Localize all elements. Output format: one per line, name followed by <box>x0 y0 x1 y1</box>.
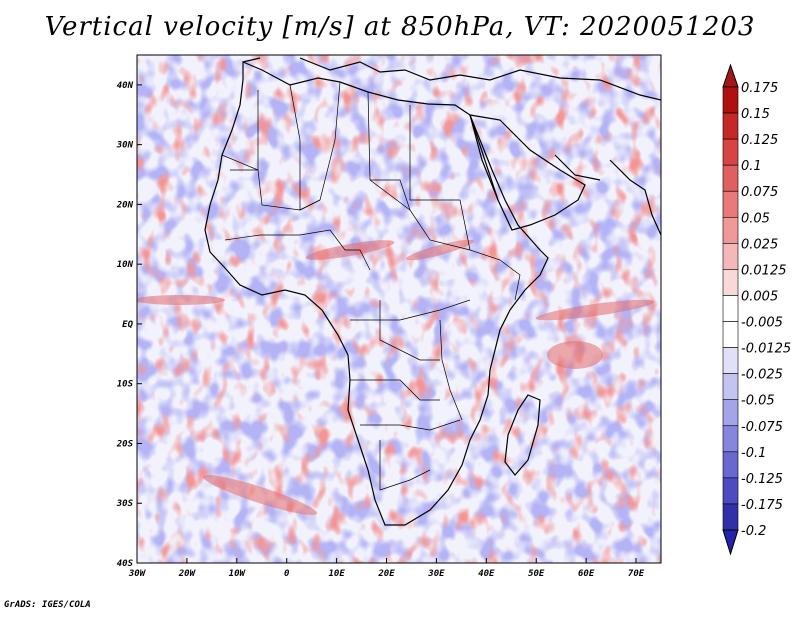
colorbar-label: -0.005 <box>741 316 783 331</box>
colorbar-swatch <box>722 138 739 166</box>
colorbar-swatch <box>722 86 739 114</box>
colorbar-label: -0.125 <box>741 472 783 487</box>
colorbar-label: 0.025 <box>741 237 778 252</box>
lon-label: 10E <box>328 569 345 579</box>
lat-label: 20N <box>116 200 134 210</box>
colorbar-swatch <box>722 451 739 479</box>
colorbar-label: -0.025 <box>741 368 783 383</box>
colorbar-label: 0.0125 <box>741 263 787 278</box>
colorbar-swatch <box>722 216 739 244</box>
lon-label: 10W <box>229 569 247 579</box>
lon-label: 30E <box>427 569 445 579</box>
lon-label: 40E <box>478 569 495 579</box>
grads-credit: GrADS: IGES/COLA <box>4 600 91 610</box>
lat-label: 40S <box>117 559 134 569</box>
lat-label: EQ <box>122 320 133 330</box>
lat-label: 10N <box>117 260 134 270</box>
lat-label: 20S <box>116 439 134 449</box>
chart-title: Vertical velocity [m/s] at 850hPa, VT: 2… <box>44 12 756 42</box>
colorbar: 0.175 0.15 0.125 0.1 0.075 0.05 0.025 0.0125 0.0… <box>722 63 791 556</box>
colorbar-swatch <box>722 399 739 427</box>
colorbar-label: -0.175 <box>741 498 783 513</box>
colorbar-swatch <box>722 477 739 505</box>
coastlines <box>204 57 661 526</box>
lon-label: 30W <box>128 569 147 579</box>
colorbar-swatch <box>722 347 739 374</box>
colorbar-swatch <box>722 321 739 348</box>
lat-label: 40N <box>117 81 134 91</box>
colorbar-label: 0.075 <box>741 185 778 200</box>
colorbar-swatch <box>722 164 739 192</box>
country-borders <box>221 81 521 491</box>
colorbar-label: 0.175 <box>741 81 778 96</box>
colorbar-label: 0.05 <box>741 211 770 226</box>
lat-label: 10S <box>117 380 134 390</box>
colorbar-label: -0.075 <box>741 420 783 435</box>
lon-label: 0 <box>284 569 290 579</box>
plot-frame <box>136 54 662 564</box>
vertical-velocity-field <box>137 55 661 563</box>
colorbar-label: -0.0125 <box>741 342 791 357</box>
colorbar-top-arrow <box>722 63 739 88</box>
colorbar-swatch <box>722 503 739 531</box>
longitude-axis: 30W 20W 10W 0 10E 20E 30E 40E 50E 60E 70E <box>128 558 645 579</box>
colorbar-label: 0.125 <box>741 133 778 148</box>
colorbar-label: -0.05 <box>741 394 775 409</box>
latitude-axis: 40N 30N 20N 10N EQ 10S 20S 30S 40S <box>116 81 142 569</box>
lon-label: 60E <box>578 569 595 579</box>
colorbar-swatch <box>722 190 739 218</box>
colorbar-swatch <box>722 295 739 322</box>
colorbar-swatch <box>722 425 739 453</box>
lon-label: 50E <box>528 569 545 579</box>
colorbar-label: 0.005 <box>741 289 778 304</box>
colorbar-swatch <box>722 112 739 140</box>
colorbar-label: -0.1 <box>741 446 766 461</box>
colorbar-swatch <box>722 269 739 296</box>
colorbar-bottom-arrow <box>722 529 739 556</box>
lat-label: 30S <box>116 499 134 509</box>
colorbar-swatch <box>722 243 739 270</box>
colorbar-swatch <box>722 373 739 401</box>
lon-label: 20E <box>377 569 395 579</box>
colorbar-label: -0.2 <box>741 524 766 539</box>
lon-label: 70E <box>628 569 645 579</box>
lat-label: 30N <box>116 141 134 151</box>
colorbar-label: 0.1 <box>741 159 762 174</box>
lon-label: 20W <box>178 569 197 579</box>
colorbar-label: 0.15 <box>741 107 770 122</box>
